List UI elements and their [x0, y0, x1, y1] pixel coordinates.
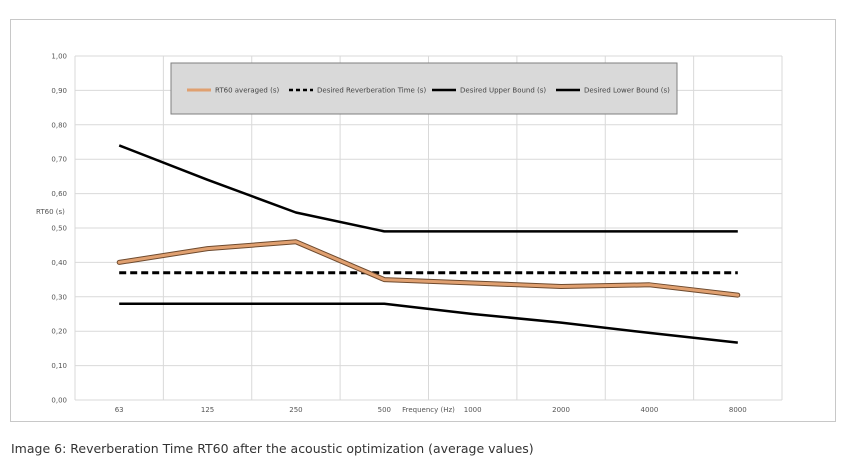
grid-layer [74, 55, 783, 401]
y-tick-label: 0,60 [51, 190, 67, 198]
x-tick-label: 500 [378, 406, 391, 414]
x-tick-label: 125 [201, 406, 214, 414]
rt60-line-chart: 0,00 0,10 0,20 0,30 0,40 0,50 0,60 0,70 0,80 0,90… [36, 53, 783, 415]
y-tick-label: 0,00 [51, 397, 67, 405]
legend-item-desired-upper-bound: Desired Upper Bound (s) [432, 87, 546, 95]
y-axis-title: RT60 (s) [36, 208, 65, 216]
legend-item-rt60-averaged: RT60 averaged (s) [187, 87, 279, 95]
y-tick-label: 1,00 [51, 53, 67, 61]
y-tick-label: 0,40 [51, 259, 67, 267]
y-tick-label: 0,70 [51, 156, 67, 164]
legend: RT60 averaged (s) Desired Reverberation T… [170, 62, 678, 115]
tick-layer: 0,00 0,10 0,20 0,30 0,40 0,50 0,60 0,70 0,80 0,90… [51, 53, 746, 415]
legend-label: Desired Reverberation Time (s) [317, 87, 426, 95]
figure-caption: Image 6: Reverberation Time RT60 after t… [11, 441, 534, 456]
x-tick-label: 250 [289, 406, 302, 414]
legend-box [170, 62, 678, 115]
legend-label: Desired Upper Bound (s) [460, 87, 546, 95]
y-tick-label: 0,50 [51, 225, 67, 233]
legend-label: RT60 averaged (s) [215, 87, 279, 95]
series-layer [116, 144, 741, 344]
chart-frame: 0,00 0,10 0,20 0,30 0,40 0,50 0,60 0,70 0,80 0,90… [10, 19, 836, 422]
legend-item-desired-reverberation-time: Desired Reverberation Time (s) [289, 87, 426, 95]
x-tick-label: 8000 [729, 406, 747, 414]
series-line-rt60-averaged [117, 240, 740, 297]
legend-label: Desired Lower Bound (s) [584, 87, 670, 95]
series-line-desired-lower-bound [119, 302, 738, 344]
x-tick-label: 63 [115, 406, 124, 414]
series-line-desired-upper-bound [118, 144, 738, 233]
y-tick-label: 0,20 [51, 328, 67, 336]
y-tick-label: 0,90 [51, 87, 67, 95]
y-tick-label: 0,10 [51, 362, 67, 370]
x-tick-label: 4000 [641, 406, 659, 414]
y-tick-label: 0,30 [51, 293, 67, 301]
x-tick-label: 2000 [552, 406, 570, 414]
legend-item-desired-lower-bound: Desired Lower Bound (s) [556, 87, 670, 95]
y-tick-label: 0,80 [51, 121, 67, 129]
x-axis-title: Frequency (Hz) [402, 406, 455, 414]
x-tick-label: 1000 [464, 406, 482, 414]
